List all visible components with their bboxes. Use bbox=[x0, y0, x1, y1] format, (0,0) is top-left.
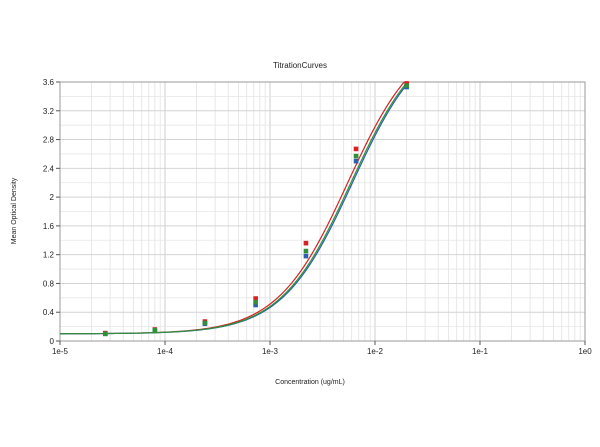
y-tick-label: 3.6 bbox=[43, 78, 55, 87]
series-2-point bbox=[253, 299, 258, 305]
y-tick-label: 3.2 bbox=[43, 107, 55, 116]
series-0-point bbox=[353, 146, 359, 152]
curve-layer bbox=[60, 82, 410, 335]
series-2-point bbox=[102, 331, 108, 337]
series-2-curve bbox=[60, 82, 409, 335]
point-layer bbox=[102, 81, 409, 337]
y-axis-label: Mean Optical Density bbox=[11, 177, 18, 244]
series-0-point bbox=[253, 296, 258, 301]
label-layer: TitrationCurves Concentration (ug/mL) Me… bbox=[11, 61, 592, 386]
y-tick-label: 0.8 bbox=[43, 279, 55, 288]
y-tick-label: 2.4 bbox=[43, 164, 55, 173]
y-tick-label: 1.2 bbox=[43, 251, 55, 260]
series-2-point bbox=[303, 248, 309, 254]
series-2-point bbox=[152, 327, 158, 333]
x-tick-label: 1e-5 bbox=[52, 347, 69, 356]
y-tick-label: 0.4 bbox=[43, 308, 55, 317]
series-1-point bbox=[253, 302, 258, 308]
x-axis-label: Concentration (ug/mL) bbox=[275, 379, 345, 386]
x-tick-label: 1e-3 bbox=[262, 347, 279, 356]
y-tick-label: 0 bbox=[50, 337, 55, 346]
grid-layer bbox=[59, 81, 586, 342]
series-2-point bbox=[353, 153, 359, 159]
y-tick-label: 2.8 bbox=[43, 136, 55, 145]
series-1-point bbox=[303, 253, 309, 259]
x-tick-label: 1e-2 bbox=[367, 347, 384, 356]
series-0-point bbox=[303, 240, 309, 246]
series-2-point bbox=[202, 320, 208, 326]
x-tick-label: 1e-4 bbox=[157, 347, 174, 356]
x-tick-label: 1e0 bbox=[578, 347, 592, 356]
plot-frame bbox=[59, 81, 586, 342]
series-1-point bbox=[353, 158, 359, 164]
series-2-point bbox=[404, 83, 409, 88]
chart-title: TitrationCurves bbox=[273, 61, 327, 70]
y-tick-label: 2 bbox=[50, 193, 55, 202]
y-tick-label: 1.6 bbox=[43, 222, 55, 231]
x-tick-label: 1e-1 bbox=[472, 347, 489, 356]
axis-layer bbox=[56, 81, 586, 345]
